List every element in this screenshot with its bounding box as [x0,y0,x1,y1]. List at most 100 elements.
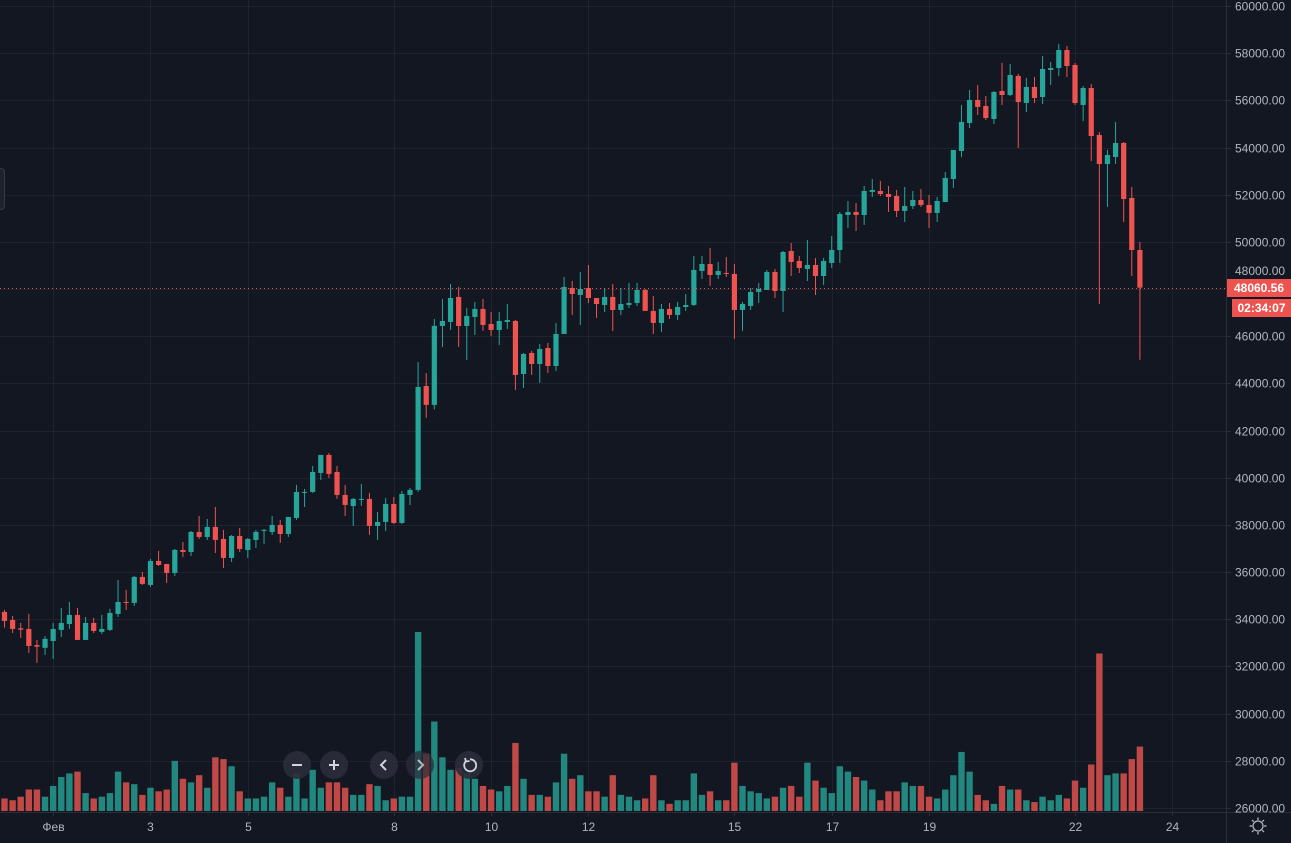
candle [602,287,608,312]
candle-body [894,195,900,211]
volume-bar [9,800,16,811]
volume-bar [828,793,835,811]
candle [391,496,397,524]
candle [1023,77,1029,112]
candle-body [577,288,583,295]
candle-body [131,576,137,603]
price-tick-label: 26000.00 [1235,802,1285,816]
zoom-out-button[interactable] [283,751,311,779]
candle [277,519,283,543]
candle [926,194,932,228]
reset-chart-button[interactable] [455,751,483,779]
price-tick-label: 52000.00 [1235,189,1285,203]
candle-body [918,199,924,205]
volume-bar [114,771,122,811]
candle-body [1056,49,1062,68]
volume-bar [447,769,454,811]
volume-bar [698,794,706,811]
candle [910,190,916,209]
price-axis[interactable]: 60000.00 58000.00 56000.00 54000.00 52000.00… [1226,0,1285,816]
candle [780,250,786,312]
time-tick-label: 5 [245,820,252,834]
candle [593,297,600,318]
time-tick-label: 10 [485,820,499,834]
candle [618,287,624,315]
candle-body [764,271,770,290]
last-price-label: 48060.56 [1227,279,1291,297]
price-tick-label: 60000.00 [1235,0,1285,14]
candle [958,104,965,157]
volume-bar [98,796,106,811]
candle-body [342,494,348,505]
candle-body [537,348,543,364]
chart-settings-button[interactable] [1248,816,1268,836]
candle [1007,63,1013,96]
volume-bar [1047,800,1054,811]
volume-bar [1063,798,1071,811]
volume-bar [74,771,81,811]
time-tick-label: 3 [147,820,154,834]
price-tick-label: 58000.00 [1235,47,1285,61]
candle [50,622,56,659]
candle-body [650,310,656,323]
volume-bar [812,780,819,811]
candle-body [691,269,697,305]
volume-bar [1071,780,1079,811]
candle-body [253,531,259,540]
volume-bar [187,782,195,811]
scroll-left-button[interactable] [370,751,398,779]
candle-body [829,249,835,263]
volume-bar [122,782,130,811]
candle-body [618,303,624,310]
candle-body [796,260,802,268]
candle-body [285,516,291,534]
side-panel-handle[interactable] [0,168,5,210]
price-tick-label: 40000.00 [1235,472,1285,486]
volume-bar [1055,794,1062,811]
candle-body [488,323,494,330]
volume-bar [982,800,990,811]
volume-bar [58,776,65,811]
candle-body [756,288,762,292]
price-tick-label: 50000.00 [1235,236,1285,250]
candle [115,579,121,617]
candle-body [642,289,648,311]
candle-body [399,493,405,523]
candle [261,528,267,544]
candle-body [602,296,608,305]
candle-body [204,526,210,537]
candle-body [942,177,948,202]
candle-body [958,121,965,151]
zoom-in-button[interactable] [320,751,348,779]
time-axis[interactable]: Фев 3 5 8 10 12 15 17 19 22 24 [42,812,1179,834]
candle [731,263,737,339]
price-tick-label: 44000.00 [1235,377,1285,391]
candle-body [1088,87,1094,136]
volume-bar [577,775,584,811]
volume-bar [844,771,852,811]
candle [512,319,519,390]
volume-bar [504,785,511,811]
candle [58,607,64,637]
volume-bar [414,632,422,811]
candle-body [561,286,567,334]
candle-body [902,205,908,211]
candle [253,529,259,548]
volume-bar [585,791,592,811]
volume-bar [552,782,560,811]
scroll-right-button[interactable] [406,751,434,779]
candle-body [910,199,916,206]
candle [212,506,218,553]
candle-body [585,287,592,298]
volume-bar [1104,775,1111,811]
reset-icon [463,757,477,773]
candle-body [1031,86,1038,98]
candle [1112,121,1119,164]
candle [707,247,713,286]
volume-bar [593,791,600,811]
candle [650,295,656,334]
candle [456,286,462,347]
candle-body [350,498,356,506]
candle-body [318,454,324,473]
